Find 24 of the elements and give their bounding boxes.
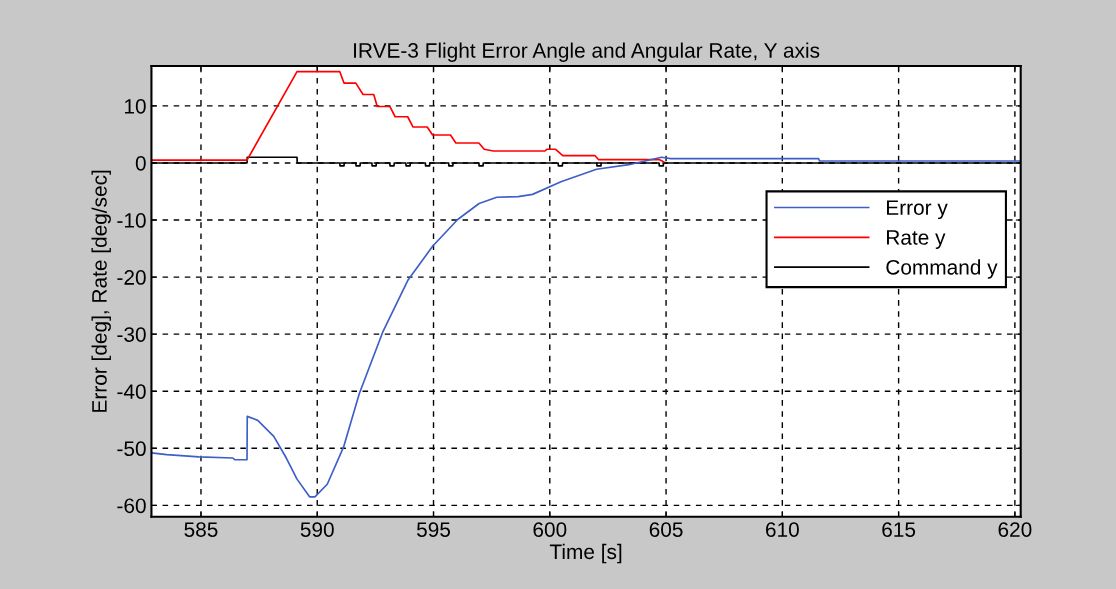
y-tick-label: -60 bbox=[117, 498, 146, 514]
legend-label: Error y bbox=[887, 200, 948, 220]
y-axis-title: Error [deg], Rate [deg/sec] bbox=[91, 170, 111, 412]
x-tick-label: 615 bbox=[882, 522, 916, 537]
x-tick-label: 600 bbox=[533, 522, 567, 537]
x-tick-label: 605 bbox=[649, 522, 683, 537]
y-tick-label: 10 bbox=[125, 98, 146, 114]
chart-title: IRVE-3 Flight Error Angle and Angular Rate, Y axis bbox=[354, 42, 820, 62]
line-series bbox=[151, 70, 665, 163]
x-tick-label: 610 bbox=[766, 522, 799, 537]
x-tick-label: 620 bbox=[998, 522, 1032, 537]
x-tick-label: 590 bbox=[300, 522, 334, 537]
line-series bbox=[151, 156, 1021, 498]
y-tick-label: 0 bbox=[135, 155, 146, 171]
legend-label: Rate y bbox=[887, 230, 946, 249]
legend-label: Command y bbox=[886, 259, 998, 279]
y-tick-label: -30 bbox=[117, 327, 146, 342]
y-tick-label: -40 bbox=[117, 384, 146, 399]
y-tick-label: -50 bbox=[117, 441, 146, 457]
y-tick-label: -20 bbox=[117, 270, 146, 285]
y-tick-label: -10 bbox=[117, 213, 146, 228]
x-tick-label: 585 bbox=[184, 522, 218, 537]
x-tick-label: 595 bbox=[416, 522, 451, 537]
x-axis-title: Time [s] bbox=[549, 543, 622, 564]
